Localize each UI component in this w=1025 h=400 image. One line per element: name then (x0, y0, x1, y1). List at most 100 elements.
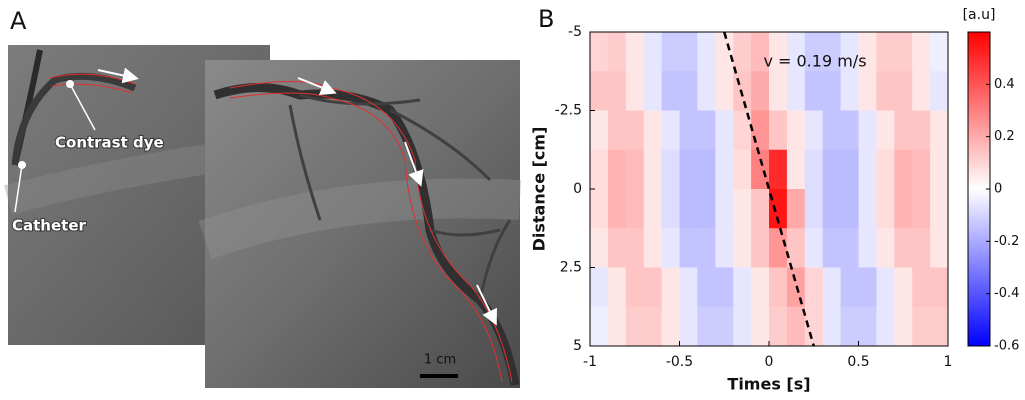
heatmap-cell (769, 71, 788, 111)
heatmap-cell (858, 32, 877, 72)
heatmap-cell (607, 110, 627, 151)
heatmap-cell (751, 306, 770, 347)
heatmap-cell (786, 110, 806, 151)
heatmap-cell (625, 189, 645, 229)
heatmap-cell (751, 189, 770, 229)
heatmap-cell (894, 71, 913, 111)
annotation: Catheter (12, 217, 86, 235)
heatmap-cell (715, 267, 734, 308)
x-tick-label: -1 (583, 354, 597, 370)
heatmap-cell (590, 71, 609, 111)
heatmap-cell (697, 71, 716, 111)
heatmap-cell (733, 149, 752, 190)
heatmap-cell (876, 110, 895, 151)
y-tick-label: 2.5 (560, 260, 582, 276)
heatmap-cell (786, 32, 806, 72)
heatmap-cell (715, 149, 734, 190)
heatmap-cell (643, 149, 663, 190)
heatmap-cell (697, 267, 716, 308)
heatmap-cell (786, 149, 806, 190)
heatmap-cell (769, 32, 788, 72)
heatmap-cell (733, 306, 752, 347)
heatmap-cell (822, 267, 842, 308)
heatmap: v = 0.19 m/s -1 -0.5 0 0.5 1 -5 -2.5 0 2.5 5 Times … (530, 7, 1020, 394)
colorbar-tick-label: -0.6 (994, 339, 1019, 354)
heatmap-cell (715, 71, 734, 111)
heatmap-cell (679, 189, 698, 229)
heatmap-cell (590, 306, 609, 347)
heatmap-cell (697, 110, 716, 151)
heatmap-cell (786, 71, 806, 111)
heatmap-cell (697, 32, 716, 72)
annotation: v = 0.19 m/s (763, 52, 866, 71)
x-tick-label: 1 (944, 354, 953, 370)
heatmap-cell (858, 110, 877, 151)
heatmap-cell (876, 71, 895, 111)
heatmap-cell (751, 71, 770, 111)
heatmap-cell (751, 267, 770, 308)
heatmap-cell (661, 71, 680, 111)
heatmap-cell (786, 306, 806, 347)
heatmap-cell (840, 149, 859, 190)
fit-line (723, 31, 815, 347)
heatmap-cell (912, 149, 931, 190)
heatmap-cell (733, 228, 752, 268)
panel-label: A (10, 7, 27, 35)
heatmap-cell (822, 71, 842, 111)
heatmap-cell (661, 32, 680, 72)
y-tick-label: 5 (573, 338, 582, 354)
heatmap-cell (607, 149, 627, 190)
heatmap-cell (679, 267, 698, 308)
heatmap-cell (679, 32, 698, 72)
heatmap-cell (822, 306, 842, 347)
heatmap-cell (769, 267, 788, 308)
heatmap-cell (590, 32, 609, 72)
x-axis-label: Times [s] (727, 375, 810, 394)
heatmap-cell (697, 189, 716, 229)
heatmap-cell (697, 149, 716, 190)
heatmap-cell (912, 228, 931, 268)
heatmap-cell (822, 110, 842, 151)
annotation: Contrast dye (55, 134, 164, 152)
heatmap-cell (894, 32, 913, 72)
heatmap-cell (625, 267, 645, 308)
heatmap-cell (930, 189, 949, 229)
heatmap-cell (930, 306, 949, 347)
heatmap-cell (625, 110, 645, 151)
heatmap-cell (697, 228, 716, 268)
heatmap-cell (804, 306, 824, 347)
heatmap-cell (607, 267, 627, 308)
y-tick-label: -5 (568, 24, 582, 40)
heatmap-cell (894, 228, 913, 268)
heatmap-cell (912, 71, 931, 111)
heatmap-cell (751, 228, 770, 268)
heatmap-cell (661, 149, 680, 190)
heatmap-cell (840, 267, 859, 308)
heatmap-cell (715, 306, 734, 347)
heatmap-cell (930, 71, 949, 111)
heatmap-cell (715, 228, 734, 268)
heatmap-cell (930, 149, 949, 190)
heatmap-cell (590, 267, 609, 308)
heatmap-cell (840, 189, 859, 229)
heatmap-cell (751, 149, 770, 190)
heatmap-cell (607, 228, 627, 268)
heatmap-cell (912, 189, 931, 229)
colorbar-title: [a.u] (963, 7, 996, 23)
colorbar-tick-label: -0.4 (994, 286, 1019, 301)
heatmap-cell (769, 306, 788, 347)
colorbar-tick-label: 0.4 (994, 77, 1015, 92)
heatmap-cell (876, 228, 895, 268)
heatmap-cell (876, 306, 895, 347)
heatmap-cell (912, 267, 931, 308)
heatmap-cell (804, 189, 824, 229)
heatmap-cell (590, 189, 609, 229)
heatmap-cell (822, 32, 842, 72)
heatmap-cell (733, 32, 752, 72)
colorbar-tick-label: 0.2 (994, 129, 1015, 144)
y-tick-label: 0 (573, 181, 582, 197)
heatmap-cell (643, 110, 663, 151)
heatmap-cell (643, 306, 663, 347)
y-tick-label: -2.5 (555, 103, 582, 119)
